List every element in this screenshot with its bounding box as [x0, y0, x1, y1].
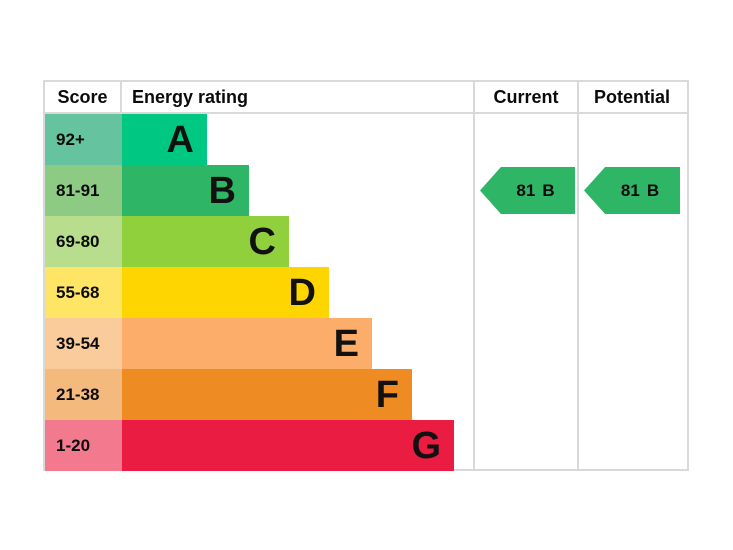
band-bar: D	[122, 267, 329, 318]
potential-column-header: Potential	[577, 82, 685, 112]
band-letter: A	[166, 118, 194, 161]
band-letter: G	[411, 424, 441, 467]
potential-rating-arrow: 81 B	[584, 167, 680, 214]
current-column-header: Current	[473, 82, 577, 112]
band-row: 1-20 G	[45, 420, 473, 471]
band-row: 55-68 D	[45, 267, 473, 318]
band-row: 69-80 C	[45, 216, 473, 267]
band-bar: F	[122, 369, 412, 420]
band-letter: B	[208, 169, 236, 212]
potential-band-letter: B	[646, 180, 660, 200]
band-letter: E	[333, 322, 359, 365]
band-letter: C	[248, 220, 276, 263]
band-bar: E	[122, 318, 372, 369]
table-header-row: Score Energy rating Current Potential	[45, 82, 687, 114]
energy-rating-column-header: Energy rating	[132, 86, 249, 107]
potential-score-value: 81	[620, 180, 640, 200]
band-row: 81-91 B	[45, 165, 473, 216]
band-score-label: 69-80	[45, 216, 122, 267]
epc-chart: Score Energy rating Current Potential 92…	[43, 80, 689, 471]
band-row: 92+ A	[45, 114, 473, 165]
potential-column: 81 B	[577, 114, 685, 471]
band-score-label: 92+	[45, 114, 122, 165]
band-bar: A	[122, 114, 207, 165]
band-score-label: 55-68	[45, 267, 122, 318]
table-body: 92+ A 81-91 B 69-80 C 55-68 D 39-54 E 21…	[45, 114, 687, 471]
current-rating-arrow: 81 B	[480, 167, 575, 214]
current-band-letter: B	[542, 180, 555, 200]
band-row: 39-54 E	[45, 318, 473, 369]
band-score-label: 39-54	[45, 318, 122, 369]
bands-column: 92+ A 81-91 B 69-80 C 55-68 D 39-54 E 21…	[45, 114, 473, 471]
band-score-label: 1-20	[45, 420, 122, 471]
current-score-value: 81	[516, 180, 536, 200]
band-bar: C	[122, 216, 289, 267]
band-bar: B	[122, 165, 249, 216]
band-score-label: 21-38	[45, 369, 122, 420]
score-column-header: Score	[45, 82, 122, 112]
band-bar: G	[122, 420, 454, 471]
band-row: 21-38 F	[45, 369, 473, 420]
band-letter: D	[288, 271, 316, 314]
current-column: 81 B	[473, 114, 577, 471]
band-score-label: 81-91	[45, 165, 122, 216]
band-letter: F	[375, 373, 399, 416]
